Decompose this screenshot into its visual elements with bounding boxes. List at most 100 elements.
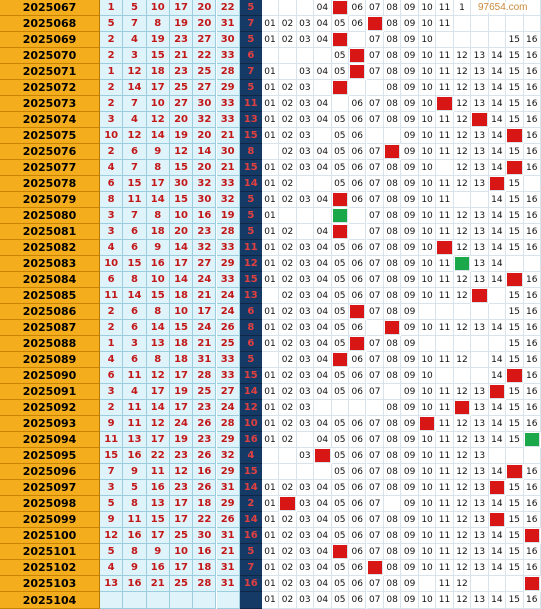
trend-number-cell: 09: [401, 400, 419, 416]
trend-number-cell: 06: [349, 320, 367, 336]
red-ball-cell: 21: [216, 544, 240, 560]
trend-number-cell: 16: [523, 240, 541, 256]
blue-ball-cell: 15: [239, 368, 262, 384]
red-ball-cell: 24: [169, 416, 194, 432]
period-cell: 2025077: [0, 160, 100, 176]
trend-number-cell: 12: [453, 112, 472, 128]
trend-number-cell: 12: [453, 176, 472, 192]
trend-number-cell: [383, 496, 402, 512]
trend-number-cell: 08: [383, 432, 402, 448]
red-ball-cell: 31: [216, 576, 240, 592]
blue-ball-cell: 5: [239, 544, 262, 560]
period-cell: 2025085: [0, 288, 100, 304]
trend-number-cell: 01: [261, 304, 280, 320]
blue-ball-cell: 16: [239, 432, 262, 448]
red-ball-cell: 14: [123, 288, 147, 304]
trend-number-cell: 07: [366, 592, 384, 609]
period-cell: 2025069: [0, 32, 100, 48]
trend-number-cell: 06: [349, 16, 367, 32]
red-ball-cell: 11: [100, 432, 124, 448]
red-ball-cell: 20: [193, 160, 217, 176]
trend-number-cell: 13: [471, 560, 489, 576]
trend-number-cell: [488, 288, 507, 304]
trend-number-cell: 03: [296, 576, 315, 592]
red-ball-cell: 10: [146, 96, 170, 112]
red-ball-cell: 19: [169, 384, 194, 400]
trend-number-cell: 03: [296, 288, 315, 304]
period-cell: 2025078: [0, 176, 100, 192]
trend-number-cell: 09: [401, 432, 419, 448]
blue-ball-cell: 12: [239, 256, 262, 272]
trend-number-cell: 08: [383, 352, 402, 368]
trend-hit-red-cell: R: [332, 353, 349, 367]
trend-number-cell: 09: [401, 80, 419, 96]
trend-number-cell: 09: [401, 368, 419, 384]
trend-number-cell: 02: [279, 384, 297, 400]
red-ball-cell: 8: [123, 496, 147, 512]
red-ball-cell: 4: [100, 160, 124, 176]
trend-number-cell: 11: [436, 128, 454, 144]
trend-hit-red-cell: R: [315, 449, 331, 463]
red-ball-cell: 23: [193, 224, 217, 240]
trend-number-cell: 13: [471, 592, 489, 609]
trend-hit-red-cell: R: [332, 193, 349, 207]
trend-number-cell: 04: [314, 320, 332, 336]
red-ball-cell: 5: [123, 0, 147, 16]
trend-number-cell: 10: [418, 240, 437, 256]
red-ball-cell: 3: [123, 336, 147, 352]
trend-number-cell: 06: [349, 416, 367, 432]
trend-number-cell: 04: [314, 192, 332, 208]
trend-number-cell: [261, 144, 280, 160]
blue-ball-cell: 15: [239, 272, 262, 288]
trend-hit-red-cell: R: [489, 385, 506, 399]
trend-number-cell: 11: [436, 80, 454, 96]
red-ball-cell: 3: [100, 112, 124, 128]
blue-ball-cell: 14: [239, 480, 262, 496]
trend-number-cell: 05: [331, 144, 350, 160]
trend-number-cell: 16: [523, 368, 541, 384]
blue-ball-cell: 7: [239, 16, 262, 32]
red-ball-cell: 13: [146, 496, 170, 512]
trend-number-cell: 08: [383, 528, 402, 544]
red-ball-cell: 26: [193, 448, 217, 464]
red-ball-cell: 6: [123, 320, 147, 336]
trend-number-cell: 09: [401, 272, 419, 288]
trend-number-cell: 09: [401, 320, 419, 336]
red-ball-cell: 11: [100, 288, 124, 304]
trend-number-cell: 03: [296, 512, 315, 528]
trend-number-cell: 10: [418, 272, 437, 288]
trend-number-cell: [296, 176, 315, 192]
trend-number-cell: 02: [279, 288, 297, 304]
trend-number-cell: 07: [366, 352, 384, 368]
trend-number-cell: 01: [261, 400, 280, 416]
red-ball-cell: 4: [123, 384, 147, 400]
trend-number-cell: 15: [506, 304, 524, 320]
trend-number-cell: 04: [314, 112, 332, 128]
trend-number-cell: 13: [471, 224, 489, 240]
trend-number-cell: 14: [488, 544, 507, 560]
red-ball-cell: 1: [100, 64, 124, 80]
trend-number-cell: 03: [296, 400, 315, 416]
red-ball-cell: 8: [146, 304, 170, 320]
trend-number-cell: 08: [383, 448, 402, 464]
red-ball-cell: 23: [193, 432, 217, 448]
trend-number-cell: [471, 368, 489, 384]
trend-number-cell: 10: [418, 48, 437, 64]
blue-ball-cell: 16: [239, 576, 262, 592]
trend-number-cell: 16: [523, 496, 541, 512]
red-ball-cell: 4: [123, 32, 147, 48]
trend-number-cell: 12: [453, 160, 472, 176]
red-ball-cell: 33: [216, 96, 240, 112]
trend-number-cell: 13: [471, 496, 489, 512]
trend-number-cell: 08: [383, 192, 402, 208]
trend-hit-red-cell: R: [437, 97, 453, 111]
trend-number-cell: 14: [488, 528, 507, 544]
trend-number-cell: 09: [401, 304, 419, 320]
trend-number-cell: 08: [383, 240, 402, 256]
trend-number-cell: 01: [261, 480, 280, 496]
red-ball-cell: 2: [100, 32, 124, 48]
trend-number-cell: 01: [261, 416, 280, 432]
trend-number-cell: 13: [471, 96, 489, 112]
trend-number-cell: 05: [331, 432, 350, 448]
red-ball-cell: 31: [193, 352, 217, 368]
